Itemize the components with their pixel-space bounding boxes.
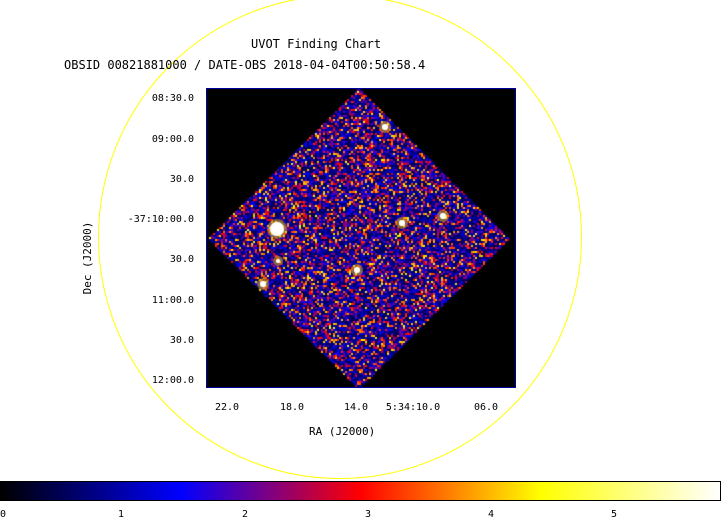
sky-image[interactable] [206, 88, 516, 388]
dec-tick-label: 30.0 [169, 254, 194, 265]
field-of-view-circle [98, 0, 582, 479]
dec-tick-label: -37:10:00.0 [127, 214, 194, 225]
ra-tick-label: 22.0 [214, 402, 240, 413]
ra-tick-label: 5:34:10.0 [385, 402, 441, 413]
dec-tick-label: 30.0 [169, 174, 194, 185]
dec-tick-label: 09:00.0 [151, 134, 194, 145]
colorbar-tick-label: 1 [117, 509, 125, 520]
x-axis-label: RA (J2000) [309, 425, 376, 438]
sky-image-canvas [207, 89, 515, 387]
dec-tick-label: 30.0 [169, 335, 194, 346]
dec-tick-label: 11:00.0 [151, 295, 194, 306]
colorbar-tick-label: 5 [610, 509, 618, 520]
dec-tick-label: 12:00.0 [151, 375, 194, 386]
colorbar-tick-label: 0 [0, 509, 7, 520]
colorbar [0, 481, 721, 501]
dec-tick-label: 08:30.0 [151, 93, 194, 104]
ra-tick-label: 18.0 [279, 402, 305, 413]
ra-tick-label: 14.0 [343, 402, 369, 413]
chart-title: UVOT Finding Chart [251, 37, 382, 51]
colorbar-tick-label: 4 [487, 509, 495, 520]
ra-tick-label: 06.0 [473, 402, 499, 413]
colorbar-tick-label: 3 [364, 509, 372, 520]
chart-subtitle: OBSID 00821881000 / DATE-OBS 2018-04-04T… [64, 58, 426, 72]
y-axis-label: Dec (J2000) [81, 221, 94, 295]
colorbar-tick-label: 2 [241, 509, 249, 520]
